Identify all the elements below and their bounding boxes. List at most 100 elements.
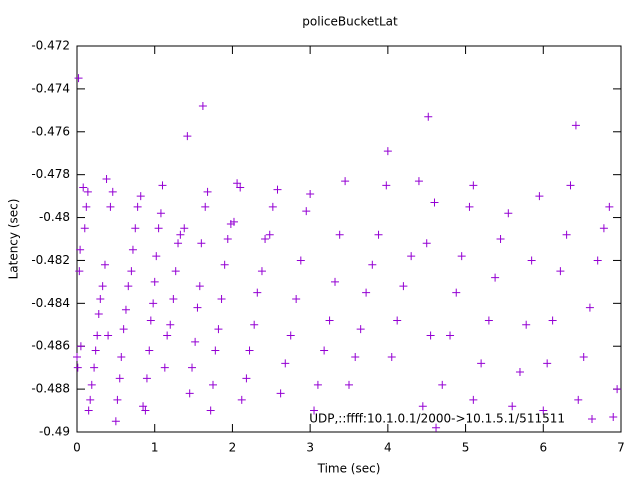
y-tick-label: -0.474: [31, 81, 70, 95]
point: [562, 230, 571, 239]
point: [84, 406, 93, 415]
point: [209, 380, 217, 389]
point: [76, 245, 85, 254]
point: [508, 402, 517, 411]
point: [131, 224, 140, 233]
legend-label: UDP,::ffff:10.1.0.1/2000->10.1.5.1/51151…: [309, 412, 565, 426]
point: [268, 202, 277, 211]
point: [197, 239, 206, 248]
point: [83, 187, 92, 196]
point: [90, 363, 99, 372]
point: [585, 303, 594, 312]
point: [438, 380, 447, 389]
point: [548, 316, 557, 325]
y-tick-label: -0.472: [31, 39, 70, 53]
point: [102, 174, 111, 183]
point: [613, 385, 622, 394]
point: [414, 177, 423, 186]
point: [180, 224, 189, 233]
point: [422, 239, 431, 248]
point: [515, 367, 524, 376]
point: [214, 325, 223, 334]
point: [325, 316, 334, 325]
point: [229, 217, 238, 226]
point: [276, 389, 285, 398]
point: [566, 181, 575, 190]
point: [169, 295, 178, 304]
y-tick-label: -0.482: [31, 253, 70, 267]
chart-title: policeBucketLat: [302, 15, 398, 29]
x-tick-label: 5: [462, 441, 470, 455]
point: [82, 202, 91, 211]
point: [571, 121, 580, 130]
point: [296, 256, 305, 265]
point: [273, 185, 282, 194]
point: [128, 245, 137, 254]
point: [426, 331, 435, 340]
point: [242, 374, 251, 383]
point: [306, 189, 315, 198]
point: [158, 181, 167, 190]
x-tick-label: 7: [617, 441, 625, 455]
point: [457, 252, 466, 261]
point: [127, 267, 136, 276]
point: [491, 273, 500, 282]
point: [94, 310, 103, 319]
point: [556, 267, 565, 276]
point: [383, 147, 392, 156]
point: [496, 235, 505, 243]
point: [250, 320, 259, 329]
point: [145, 346, 154, 355]
point: [76, 342, 85, 351]
y-axis-label: Latency (sec): [7, 199, 21, 280]
point: [236, 183, 245, 192]
point: [424, 112, 433, 121]
point: [139, 402, 148, 411]
y-tick-label: -0.478: [31, 167, 70, 181]
point: [399, 282, 408, 291]
x-tick-label: 0: [73, 441, 81, 455]
point: [446, 331, 455, 340]
point: [201, 202, 210, 211]
point: [79, 183, 88, 192]
point: [593, 256, 602, 265]
point: [124, 282, 133, 291]
point: [156, 209, 165, 218]
legend-marker: [588, 415, 596, 423]
point: [211, 346, 220, 355]
point: [217, 295, 226, 304]
y-tick-label: -0.484: [31, 296, 70, 310]
point: [183, 132, 192, 141]
point: [302, 207, 311, 216]
point: [73, 352, 81, 361]
point: [341, 177, 350, 186]
point: [477, 359, 486, 368]
plot-border: [76, 45, 622, 433]
point: [543, 359, 552, 368]
point: [133, 202, 142, 211]
point: [387, 352, 396, 361]
point: [136, 192, 145, 201]
point: [150, 277, 159, 286]
point: [206, 406, 215, 415]
point: [91, 346, 100, 355]
point: [191, 337, 200, 346]
x-tick-label: 6: [539, 441, 547, 455]
point: [108, 187, 117, 196]
point: [87, 380, 96, 389]
point: [574, 395, 583, 404]
point: [117, 352, 126, 361]
point: [351, 352, 360, 361]
point: [160, 363, 169, 372]
point: [149, 299, 158, 308]
point: [111, 417, 120, 426]
point: [176, 230, 185, 239]
point: [106, 202, 115, 211]
y-tick-label: -0.488: [31, 382, 70, 396]
point: [193, 303, 202, 312]
point: [609, 412, 618, 421]
point: [469, 181, 478, 190]
x-axis-label: Time (sec): [317, 462, 381, 476]
